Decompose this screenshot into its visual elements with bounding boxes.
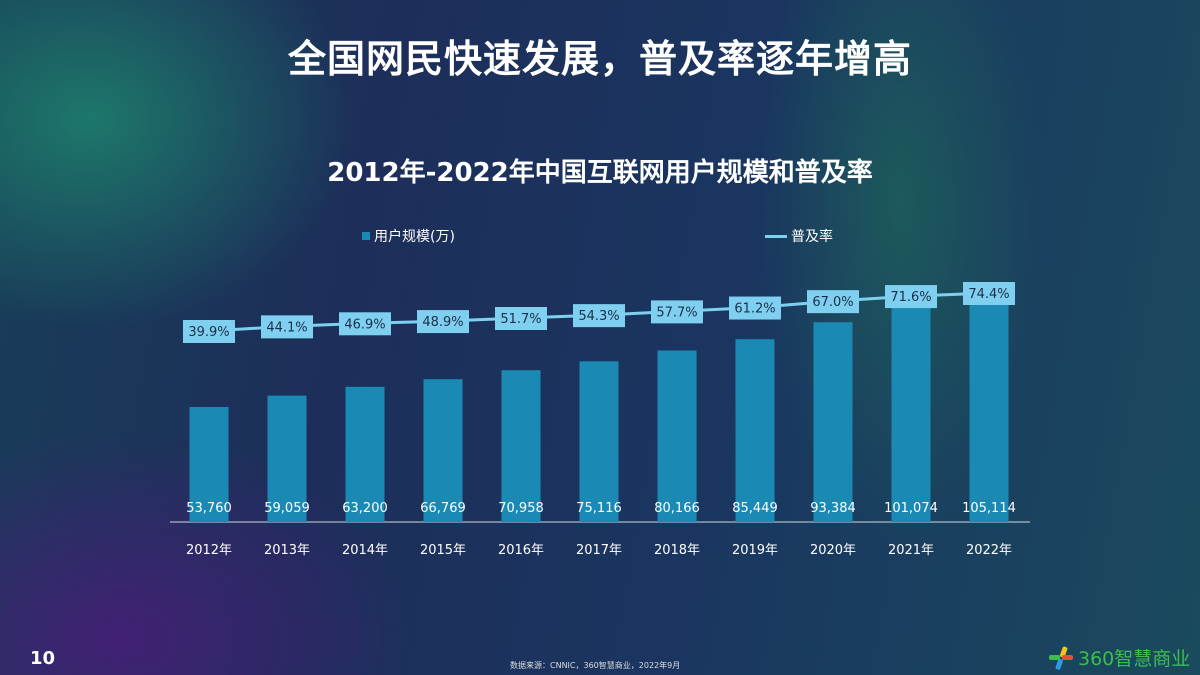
legend-line-swatch xyxy=(765,234,787,238)
rate-value-label: 74.4% xyxy=(968,287,1009,302)
slide-title: 全国网民快速发展，普及率逐年增高 xyxy=(287,37,912,81)
rate-label-box xyxy=(807,290,859,314)
bar xyxy=(657,350,697,522)
rate-label-box xyxy=(885,285,937,309)
rate-label-box xyxy=(339,312,391,336)
rate-label-box xyxy=(261,315,313,339)
rate-label-box xyxy=(573,304,625,328)
rate-value-label: 57.7% xyxy=(656,305,697,320)
rate-label-box xyxy=(495,307,547,331)
bar-value-label: 80,166 xyxy=(654,501,700,516)
rate-value-label: 39.9% xyxy=(188,325,229,340)
rate-value-label: 51.7% xyxy=(500,312,541,327)
source-note: 数据来源：CNNIC，360智慧商业，2022年9月 xyxy=(510,661,681,670)
logo-icon xyxy=(1049,646,1073,670)
bar-value-label: 66,769 xyxy=(420,501,466,516)
rate-label-box xyxy=(417,310,469,334)
bar xyxy=(267,395,307,522)
bar xyxy=(969,297,1009,522)
rate-value-label: 61.2% xyxy=(734,302,775,317)
bar xyxy=(579,361,619,522)
x-tick-label: 2014年 xyxy=(342,543,388,558)
rate-value-label: 71.6% xyxy=(890,290,931,305)
x-tick-label: 2020年 xyxy=(810,543,856,558)
x-tick-label: 2015年 xyxy=(420,543,466,558)
bar-value-label: 93,384 xyxy=(810,501,856,516)
chart-title: 2012年-2022年中国互联网用户规模和普及率 xyxy=(327,158,873,188)
bar xyxy=(501,370,541,522)
bar-value-label: 53,760 xyxy=(186,501,232,516)
x-tick-label: 2021年 xyxy=(888,543,934,558)
x-tick-label: 2012年 xyxy=(186,543,232,558)
rate-value-label: 54.3% xyxy=(578,309,619,324)
x-tick-label: 2013年 xyxy=(264,543,310,558)
legend-bar: 用户规模(万) xyxy=(362,226,455,246)
bar-value-label: 101,074 xyxy=(884,501,938,516)
rate-label-box xyxy=(651,300,703,324)
brand-logo: 360智慧商业 xyxy=(1048,644,1190,671)
legend-bar-swatch xyxy=(362,232,370,240)
rate-label-box xyxy=(729,296,781,320)
x-tick-label: 2019年 xyxy=(732,543,778,558)
page-number: 10 xyxy=(30,648,56,669)
rate-label-box xyxy=(963,282,1015,305)
bar xyxy=(345,386,385,522)
bar-value-label: 63,200 xyxy=(342,501,388,516)
bar xyxy=(423,379,463,522)
bar-value-label: 70,958 xyxy=(498,501,544,516)
legend-bar-label: 用户规模(万) xyxy=(374,229,455,245)
x-tick-label: 2018年 xyxy=(654,543,700,558)
bar-value-label: 59,059 xyxy=(264,501,310,516)
x-tick-label: 2016年 xyxy=(498,543,544,558)
rate-value-label: 67.0% xyxy=(812,295,853,310)
rate-label-box xyxy=(183,320,235,343)
bar-value-label: 75,116 xyxy=(576,501,622,516)
x-tick-label: 2022年 xyxy=(966,543,1012,558)
legend-line-label: 普及率 xyxy=(791,229,833,245)
legend-line: 普及率 xyxy=(765,226,833,246)
rate-value-label: 48.9% xyxy=(422,315,463,330)
bar xyxy=(813,322,853,522)
logo-text: 360智慧商业 xyxy=(1078,648,1191,670)
bar xyxy=(735,339,775,522)
rate-value-label: 44.1% xyxy=(266,320,307,335)
rate-value-label: 46.9% xyxy=(344,317,385,332)
x-tick-label: 2017年 xyxy=(576,543,622,558)
bar xyxy=(189,407,229,522)
bar-value-label: 105,114 xyxy=(962,501,1016,516)
bar xyxy=(891,305,931,522)
bar-value-label: 85,449 xyxy=(732,501,778,516)
